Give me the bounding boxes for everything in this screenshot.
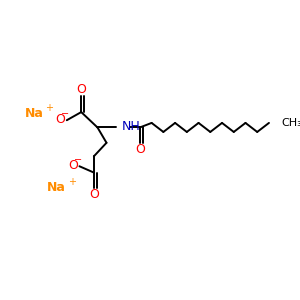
Text: +: + <box>68 178 76 188</box>
Text: −: − <box>74 155 82 165</box>
Text: NH: NH <box>122 120 141 133</box>
Text: O: O <box>56 113 65 126</box>
Text: CH₃: CH₃ <box>282 118 300 128</box>
Text: O: O <box>76 83 86 96</box>
Text: O: O <box>135 142 145 156</box>
Text: O: O <box>68 159 78 172</box>
Text: O: O <box>89 188 99 201</box>
Text: Na: Na <box>24 107 43 120</box>
Text: +: + <box>45 103 53 113</box>
Text: Na: Na <box>47 182 66 194</box>
Text: −: − <box>61 109 69 119</box>
